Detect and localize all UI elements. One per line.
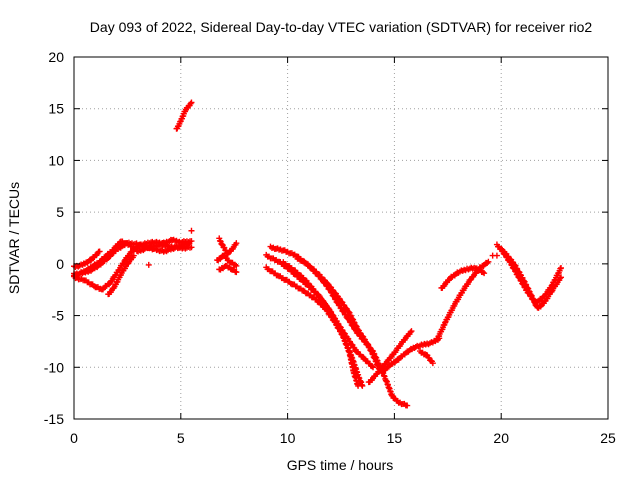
data-point [467, 276, 474, 283]
y-tick-label: 0 [56, 256, 64, 272]
series-track-i [216, 262, 240, 276]
grid-lines [74, 57, 608, 419]
y-tick-label: -15 [44, 411, 64, 427]
data-point [481, 270, 488, 277]
plot-frame [73, 56, 609, 420]
data-point [324, 280, 331, 287]
data-point [188, 227, 195, 234]
series-track-o [365, 328, 415, 386]
x-tick-label: 20 [493, 430, 509, 446]
data-point [145, 261, 152, 268]
x-tick-label: 15 [387, 430, 403, 446]
x-tick-label: 0 [70, 430, 78, 446]
series-track-a [71, 248, 103, 270]
data-point [485, 258, 492, 265]
data-point [186, 240, 193, 247]
x-tick-labels: 0 5 10 15 20 25 [70, 430, 616, 446]
data-point [548, 282, 555, 289]
y-tick-label: 20 [48, 49, 64, 65]
y-tick-label: 15 [48, 101, 64, 117]
x-tick-label: 5 [177, 430, 185, 446]
x-tick-label: 25 [600, 430, 616, 446]
series-track-n [280, 259, 377, 371]
data-point [233, 262, 240, 269]
data-point [370, 364, 377, 371]
y-axis-label: SDTVAR / TECUs [6, 182, 22, 294]
data-point [558, 264, 565, 271]
y-tick-labels: -15 -10 -5 0 5 10 15 20 [44, 49, 64, 427]
series-track-h [214, 252, 240, 269]
x-axis-label: GPS time / hours [287, 457, 394, 473]
data-point [484, 260, 491, 267]
data-point [407, 329, 414, 336]
data-point [232, 261, 239, 268]
data-point [404, 402, 411, 409]
data-point [187, 100, 194, 107]
series-isolated [145, 227, 500, 268]
y-tick-label: 10 [48, 152, 64, 168]
x-tick-label: 10 [280, 430, 296, 446]
y-tick-label: -5 [52, 308, 65, 324]
y-tick-label: -10 [44, 359, 64, 375]
data-points [71, 99, 565, 409]
y-tick-label: 5 [56, 204, 64, 220]
series-track-e [105, 252, 137, 298]
data-point [408, 328, 415, 335]
series-track-f [173, 99, 195, 132]
series-track-d [71, 239, 193, 278]
data-point [368, 363, 375, 370]
series-track-m [293, 253, 383, 373]
data-point [130, 252, 137, 259]
data-point [429, 360, 436, 367]
data-point [96, 248, 103, 255]
series-track-s [434, 258, 492, 342]
data-point [188, 99, 195, 106]
data-point [233, 269, 240, 276]
series-track-g [216, 235, 240, 258]
data-point [188, 244, 195, 251]
axis-ticks [73, 56, 609, 420]
data-point [493, 252, 500, 259]
series-track-u [498, 245, 565, 307]
chart-title: Day 093 of 2022, Sidereal Day-to-day VTE… [90, 19, 593, 35]
data-point [345, 308, 352, 315]
data-point [479, 269, 486, 276]
data-point [355, 382, 362, 389]
series-track-q [417, 348, 436, 367]
data-point [233, 240, 240, 247]
